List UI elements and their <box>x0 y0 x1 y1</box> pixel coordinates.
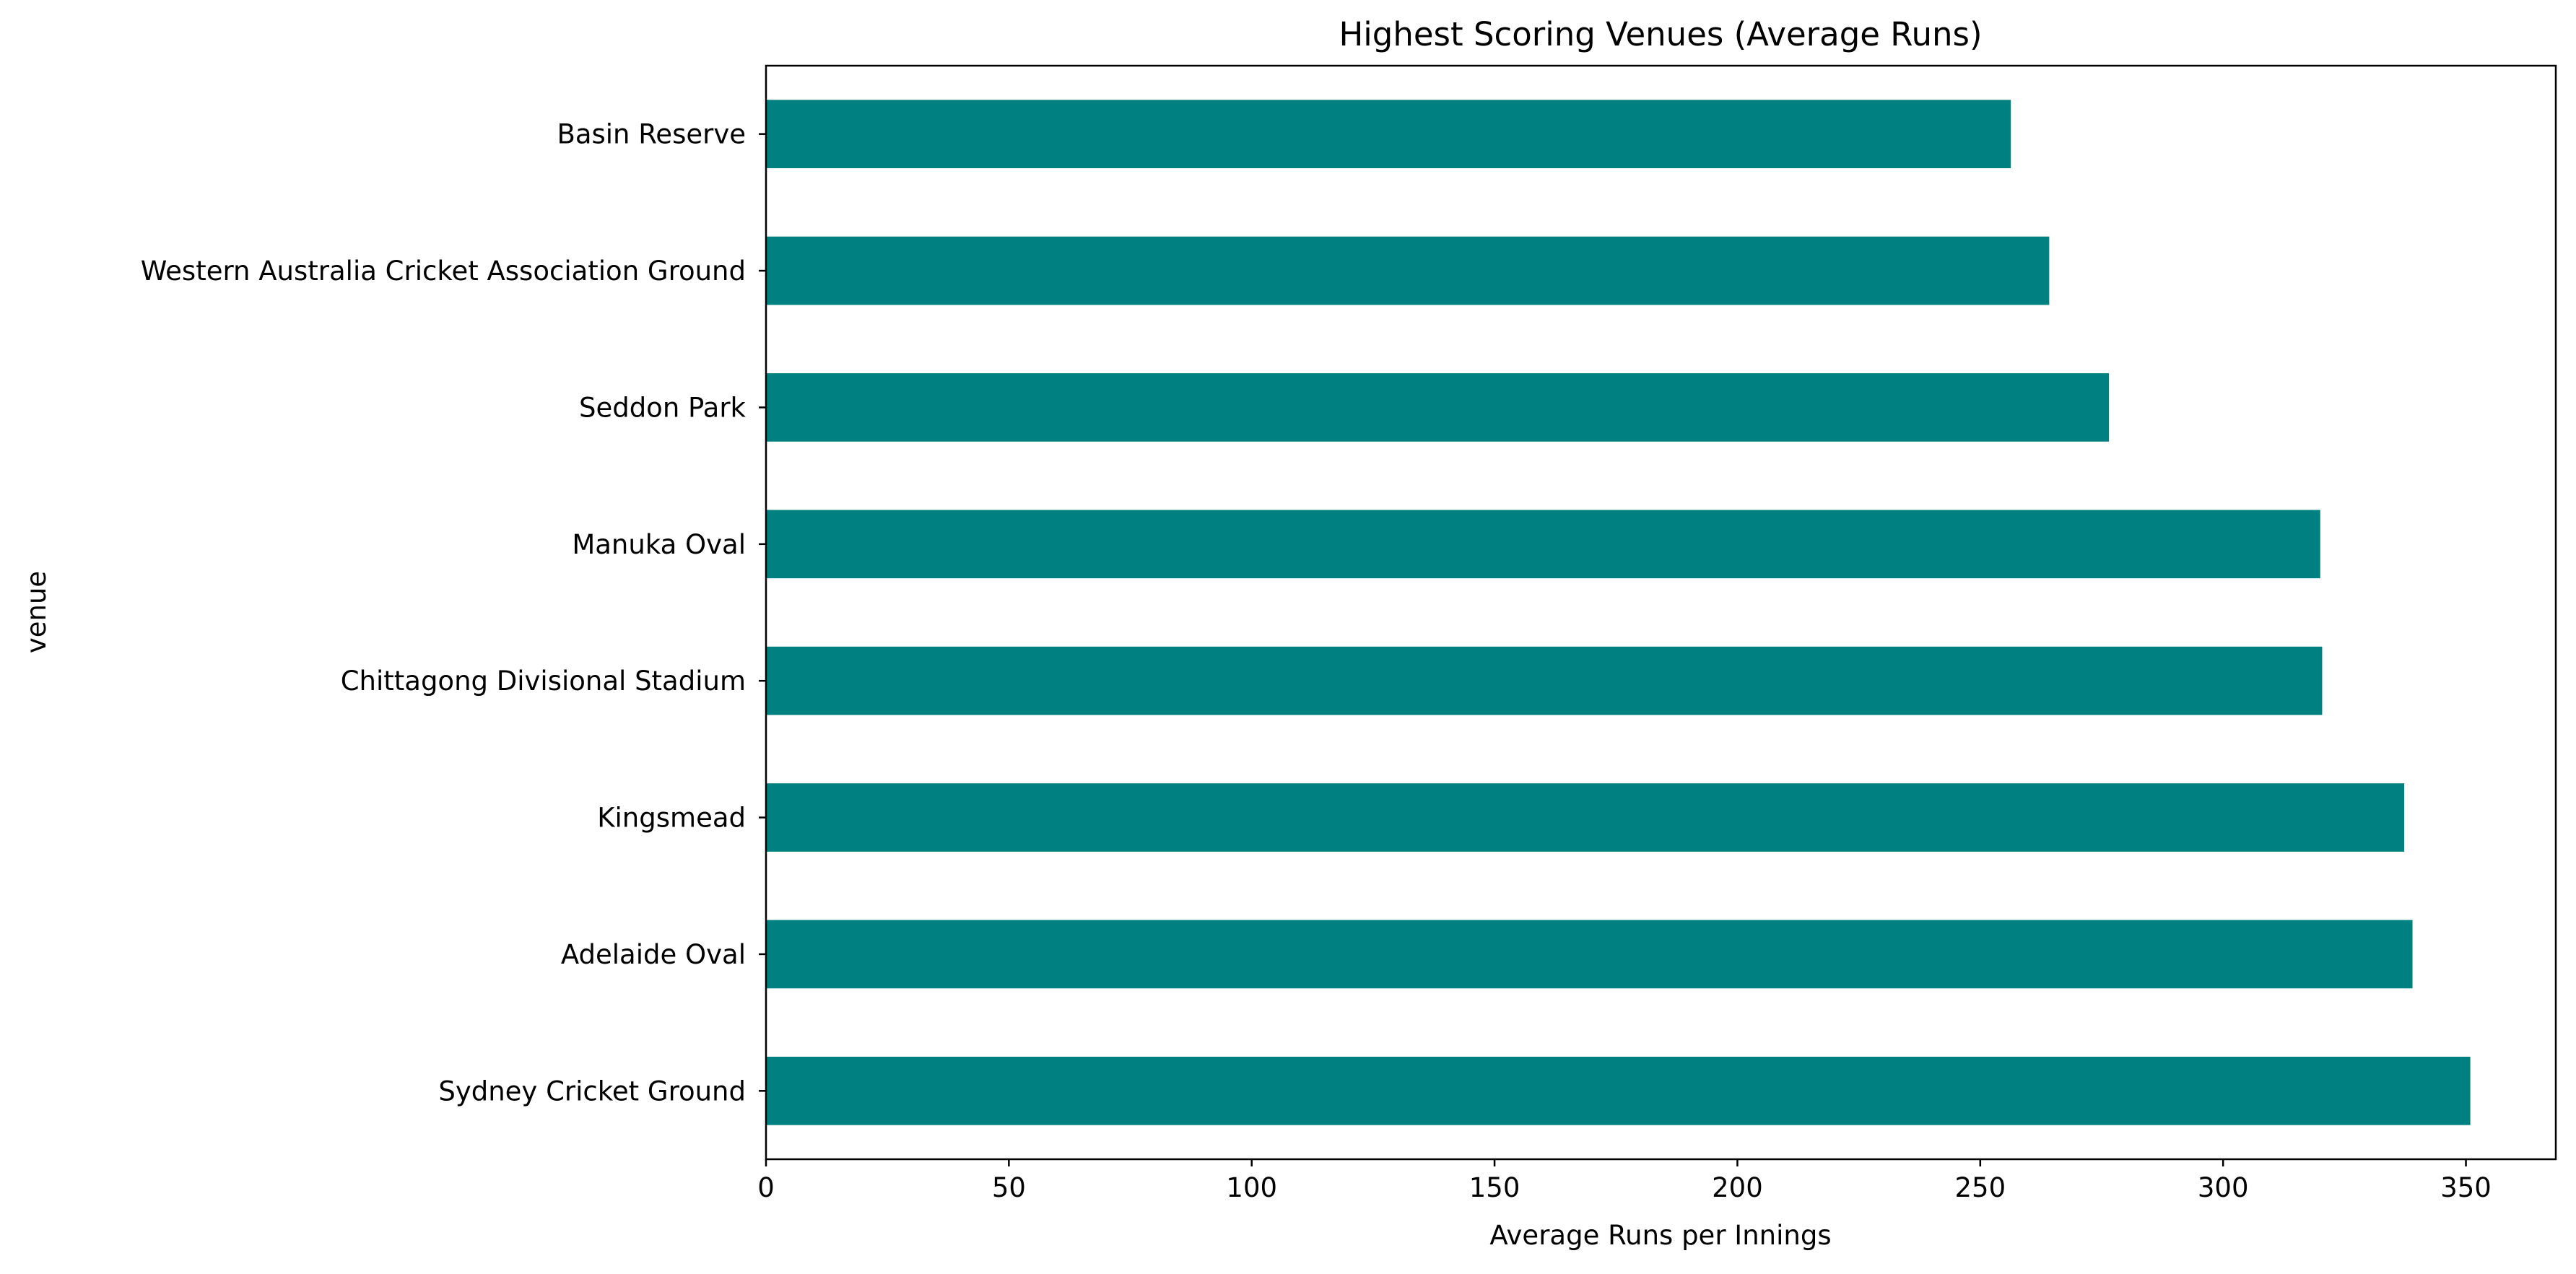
plot-frame <box>765 64 2557 1161</box>
x-tick-label: 350 <box>2440 1172 2492 1203</box>
x-axis-ticks: 0 50 100 150 200 250 300 350 <box>757 1159 2492 1203</box>
y-tick-label: Sydney Cricket Ground <box>438 1076 746 1107</box>
x-tick-label: 0 <box>757 1172 775 1203</box>
y-axis-label: venue <box>21 571 52 653</box>
bar <box>766 100 2011 169</box>
x-tick-label: 300 <box>2198 1172 2249 1203</box>
y-tick-label: Basin Reserve <box>557 119 746 150</box>
x-tick-label: 100 <box>1226 1172 1277 1203</box>
bar <box>766 510 2320 579</box>
bar <box>766 1056 2471 1125</box>
bar <box>766 920 2413 989</box>
x-axis-label: Average Runs per Innings <box>1489 1220 1831 1251</box>
y-tick-label: Adelaide Oval <box>561 939 746 970</box>
x-tick-label: 150 <box>1469 1172 1520 1203</box>
x-tick-label: 200 <box>1712 1172 1763 1203</box>
bars-group <box>766 100 2471 1125</box>
bar <box>766 236 2050 305</box>
chart-title: Highest Scoring Venues (Average Runs) <box>1339 15 1982 53</box>
y-tick-label: Kingsmead <box>597 803 746 834</box>
y-tick-label: Western Australia Cricket Association Gr… <box>141 256 746 287</box>
x-tick-label: 50 <box>992 1172 1026 1203</box>
y-tick-label: Chittagong Divisional Stadium <box>341 666 746 697</box>
bar <box>766 373 2110 442</box>
bar <box>766 646 2323 715</box>
y-tick-label: Seddon Park <box>579 392 747 423</box>
y-tick-label: Manuka Oval <box>572 529 746 560</box>
bar <box>766 783 2405 852</box>
y-axis-ticks: Sydney Cricket Ground Adelaide Oval Kingsm… <box>141 119 766 1107</box>
x-tick-label: 250 <box>1955 1172 2006 1203</box>
